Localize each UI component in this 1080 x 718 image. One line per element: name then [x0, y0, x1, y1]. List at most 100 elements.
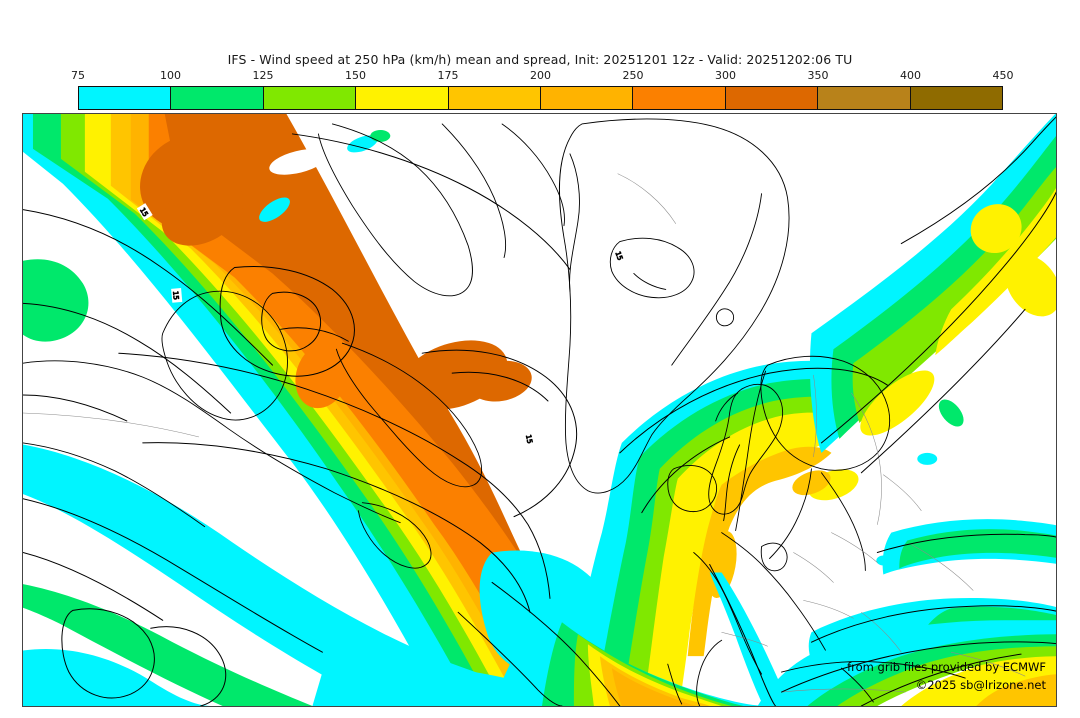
colorbar-segment-350-400	[818, 87, 911, 109]
colorbar	[78, 86, 1003, 110]
contour-nw-1	[23, 209, 274, 366]
coast-sweden-south	[769, 468, 812, 559]
cell-green-eu1	[938, 399, 964, 427]
coast-canada-main	[23, 360, 401, 524]
coast-iberia-w	[667, 663, 683, 705]
border-baltic-states	[883, 474, 922, 511]
contour-br-2	[860, 653, 1022, 706]
colorbar-tick-100: 100	[160, 69, 181, 82]
band-yellow-arctic	[935, 187, 1056, 356]
contour-nw-3	[23, 394, 128, 422]
contour-north-arc	[291, 133, 571, 270]
spread-contour-layer	[23, 116, 1056, 706]
colorbar-segment-100-125	[171, 87, 264, 109]
contour-sw-ring	[61, 608, 155, 699]
colorbar-tick-labels: 75 100 125 150 175 200 250 300 350 400 4…	[71, 69, 1014, 84]
border-greenland-inner	[617, 173, 677, 224]
coast-scandinavia	[760, 355, 891, 471]
band-green-upperleft	[23, 259, 89, 342]
contour-se-1	[876, 533, 1056, 554]
coast-hudson-strait	[280, 327, 349, 342]
hole-white-2	[381, 192, 424, 216]
contour-label-4: 15	[171, 291, 180, 301]
colorbar-segment-175-200	[448, 87, 542, 109]
band-orange-exit	[611, 668, 696, 706]
coast-greenland-detail-w	[569, 153, 580, 292]
contour-sw-1	[23, 498, 323, 653]
arctic-yellow-streak	[860, 370, 935, 436]
coast-newfoundland	[357, 502, 432, 569]
contour-exit	[491, 581, 621, 706]
contour-greenland-arc	[421, 349, 578, 518]
contour-top-right-1	[900, 116, 1056, 245]
band-amber-scandi	[687, 446, 832, 657]
colorbar-tick-125: 125	[252, 69, 274, 82]
contour-scandi-1	[619, 367, 888, 454]
contour-greenland-arc2	[451, 371, 549, 402]
contour-sw-2	[23, 552, 164, 621]
core-blob-north2	[161, 177, 244, 246]
scandi-core-3	[792, 470, 831, 496]
cell-cyan-baffin2	[259, 197, 290, 222]
coast-baffin	[317, 123, 473, 297]
coast-iceland	[609, 237, 695, 299]
coast-france-biscay	[693, 552, 763, 675]
contour-nw-2	[23, 302, 232, 414]
arctic-yellow-blob2	[970, 204, 1022, 254]
coast-labrador	[335, 342, 483, 488]
contour-sw-ring2	[150, 626, 227, 706]
border-balkans	[861, 612, 902, 653]
colorbar-tick-350: 350	[807, 69, 829, 82]
contour-se-2	[810, 605, 1056, 643]
colorbar-segment-400-450	[910, 87, 1003, 109]
contour-core-ring2	[261, 291, 322, 352]
band-green-sw-streak	[23, 584, 313, 706]
contour-exit2	[457, 611, 563, 706]
coast-baltic	[821, 472, 866, 571]
band-cyan-low-left	[23, 648, 213, 706]
contour-arctic-2	[860, 308, 1026, 474]
colorbar-segment-125-150	[263, 87, 357, 109]
colorbar-tick-150: 150	[345, 69, 366, 82]
coast-iberia	[696, 639, 723, 706]
border-sweden-norway	[813, 374, 817, 458]
coast-baffin-2	[441, 123, 507, 258]
map-panel[interactable]: 15 15 15 15	[22, 113, 1057, 707]
cell-cyan-eu2	[876, 555, 891, 566]
coast-canada-south	[23, 442, 206, 528]
coast-iceland-detail	[633, 273, 667, 290]
hole-white-1	[269, 148, 328, 175]
band-cyan-sw-streak	[23, 444, 562, 706]
border-turkey	[950, 651, 1026, 677]
contour-scandi-2	[641, 436, 731, 514]
colorbar-segment-250-300	[633, 87, 726, 109]
contour-main-long	[118, 352, 551, 599]
band-core-main	[164, 114, 528, 568]
colorbar-segment-150-175	[356, 87, 449, 109]
coast-ireland	[667, 464, 717, 512]
core-blob-labrador	[295, 342, 350, 409]
contour-main-long-2	[142, 442, 531, 613]
coast-norway-fjords	[723, 444, 741, 522]
border-germany	[793, 552, 834, 583]
coast-norway-coast	[735, 370, 767, 532]
colorbar-segment-300-350	[725, 87, 819, 109]
contour-label-2: 15	[613, 250, 624, 261]
contour-label-3: 15	[524, 434, 534, 444]
band-cyan-br	[757, 620, 1056, 706]
band-amber-br	[976, 674, 1056, 706]
contour-arctic-1	[820, 191, 1056, 444]
border-poland	[831, 532, 878, 563]
coast-ellesmere	[501, 123, 565, 227]
border-russia-finland	[851, 392, 882, 525]
colorbar-segment-75-100	[79, 87, 172, 109]
core-blob-greenland2	[468, 360, 532, 402]
border-ukraine	[911, 544, 974, 591]
wind-speed-contour-map: 15 15 15 15	[23, 114, 1056, 706]
band-yellow-scandi	[643, 412, 854, 706]
coast-italy	[840, 667, 874, 703]
coast-greenland-detail-e	[671, 193, 763, 366]
coast-hudson-bay	[161, 290, 288, 421]
arctic-yellow-blob	[1005, 254, 1056, 317]
contour-br-1	[781, 641, 1056, 693]
